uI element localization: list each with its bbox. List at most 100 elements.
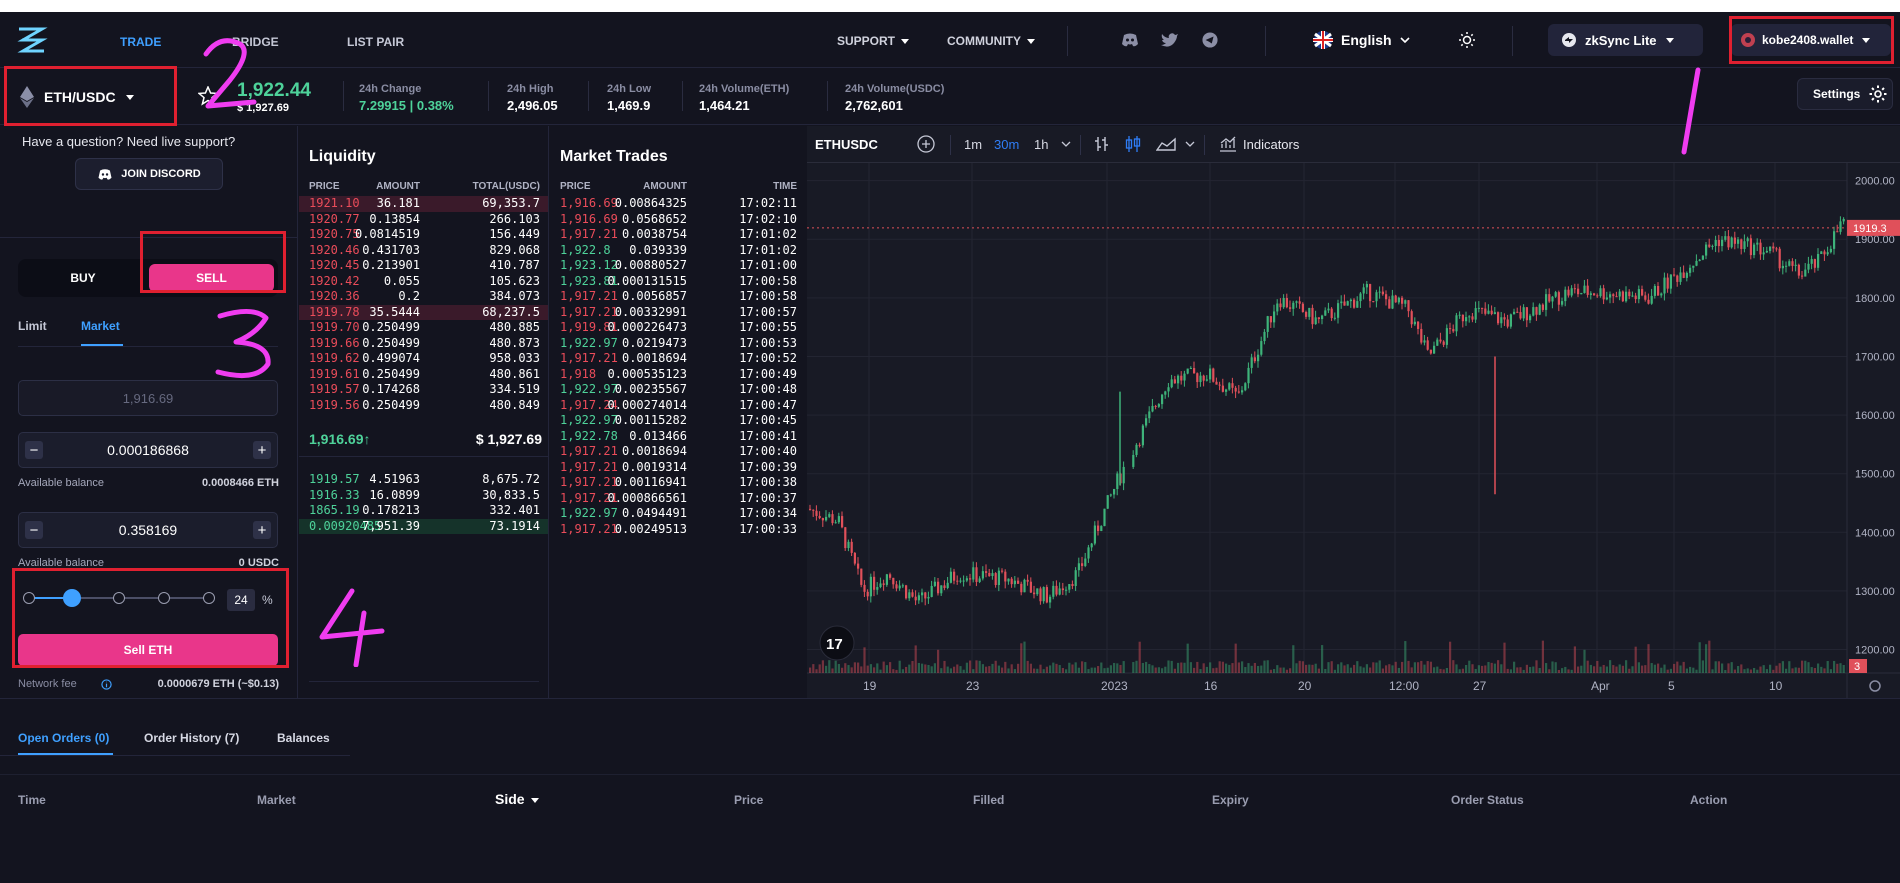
interval-1m[interactable]: 1m	[964, 136, 983, 152]
sell-eth-button[interactable]: Sell ETH	[18, 634, 278, 666]
interval-1h[interactable]: 1h	[1034, 136, 1049, 152]
book-row[interactable]: 0.00920485 7,951.39 73.1914	[299, 518, 548, 534]
amount-eth-value[interactable]: 0.000186868	[107, 442, 189, 458]
discord-icon[interactable]	[1121, 32, 1139, 48]
nav-list-pair[interactable]: LIST PAIR	[347, 35, 405, 49]
candle-body	[1167, 387, 1170, 392]
star-icon[interactable]	[198, 86, 218, 106]
book-row[interactable]: 1920.42 0.055 105.623	[299, 274, 548, 290]
increment-button[interactable]: +	[252, 441, 271, 459]
book-row[interactable]: 1919.78 35.5444 68,237.5	[299, 304, 548, 320]
area-style-icon[interactable]	[1156, 136, 1176, 152]
nav-bridge[interactable]: BRIDGE	[232, 35, 279, 49]
sell-tab[interactable]: SELL	[149, 264, 274, 292]
join-discord-button[interactable]: JOIN DISCORD	[75, 158, 223, 190]
volume-bar	[988, 666, 991, 673]
slider-step[interactable]	[23, 592, 35, 604]
book-row[interactable]: 1920.75 0.0814519 156.449	[299, 227, 548, 243]
price-chart[interactable]: ETHUSDC 1m 30m 1h Indicators 2000.00 1900…	[807, 126, 1900, 698]
pair-selector[interactable]: ETH/USDC	[8, 74, 178, 120]
book-row[interactable]: 1916.33 16.0899 30,833.5	[299, 488, 548, 504]
amount-usdc-value[interactable]: 0.358169	[118, 522, 178, 538]
volume-bar	[1413, 662, 1416, 673]
theme-toggle-icon[interactable]	[1458, 31, 1476, 49]
candle-body	[969, 578, 972, 580]
indicators-icon[interactable]	[1219, 136, 1237, 152]
info-icon[interactable]	[101, 679, 112, 690]
volume-bar	[1506, 668, 1509, 673]
chart-canvas[interactable]: 2000.00 1900.00 1800.00 1700.00 1600.00 1500.…	[807, 163, 1900, 698]
book-row[interactable]: 1919.66 0.250499 480.873	[299, 336, 548, 352]
chevron-down-icon[interactable]	[1185, 141, 1195, 147]
divider	[1512, 26, 1513, 56]
book-row[interactable]: 1919.70 0.250499 480.885	[299, 320, 548, 336]
trade-price: 1,923.12	[560, 258, 618, 272]
community-menu[interactable]: COMMUNITY	[947, 34, 1035, 48]
book-row[interactable]: 1919.57 0.174268 334.519	[299, 382, 548, 398]
book-row[interactable]: 1865.19 0.178213 332.401	[299, 503, 548, 519]
wallet-button[interactable]: kobe2408.wallet	[1731, 24, 1891, 56]
trade-amount: 0.0219473	[621, 335, 687, 350]
volume-bar	[844, 663, 847, 673]
network-selector[interactable]: zkSync Lite	[1548, 24, 1703, 56]
chevron-down-icon[interactable]	[1061, 141, 1071, 147]
interval-30m[interactable]: 30m	[994, 136, 1020, 152]
tab-order-history[interactable]: Order History (7)	[144, 731, 240, 745]
buy-tab[interactable]: BUY	[70, 271, 96, 285]
trade-time: 17:00:37	[739, 490, 797, 505]
book-row[interactable]: 1920.46 0.431703 829.068	[299, 243, 548, 259]
settings-button[interactable]: Settings	[1797, 78, 1893, 110]
amount-usdc-field[interactable]: − 0.358169 +	[18, 512, 278, 548]
book-row[interactable]: 1919.57 4.51963 8,675.72	[299, 472, 548, 488]
book-row[interactable]: 1921.10 36.181 69,353.7	[299, 196, 548, 212]
candle-body	[975, 567, 978, 582]
book-row[interactable]: 1919.56 0.250499 480.849	[299, 398, 548, 412]
logo-icon[interactable]	[14, 22, 50, 58]
add-symbol-icon[interactable]	[917, 135, 935, 153]
language-selector[interactable]: English	[1313, 31, 1410, 49]
amount-eth-field[interactable]: − 0.000186868 +	[18, 432, 278, 468]
decrement-button[interactable]: −	[25, 521, 43, 539]
candle-body	[1375, 292, 1378, 302]
book-row[interactable]: 1920.77 0.13854 266.103	[299, 212, 548, 228]
book-row[interactable]: 1919.61 0.250499 480.861	[299, 367, 548, 383]
tab-open-orders[interactable]: Open Orders (0)	[18, 731, 110, 745]
limit-tab[interactable]: Limit	[18, 319, 47, 333]
increment-button[interactable]: +	[253, 521, 271, 539]
indicators-button[interactable]: Indicators	[1243, 136, 1300, 152]
volume-bar	[1263, 660, 1266, 673]
slider-step[interactable]	[113, 592, 125, 604]
twitter-icon[interactable]	[1161, 32, 1179, 48]
market-tab[interactable]: Market	[81, 319, 120, 333]
chart-symbol[interactable]: ETHUSDC	[815, 136, 878, 152]
slider-step[interactable]	[203, 592, 215, 604]
nav-trade[interactable]: TRADE	[120, 35, 162, 68]
trade-amount: 0.000226473	[607, 320, 687, 334]
book-row[interactable]: 1920.36 0.2 384.073	[299, 289, 548, 305]
support-menu[interactable]: SUPPORT	[837, 34, 910, 48]
price-input[interactable]: 1,916.69	[18, 380, 278, 416]
volume-bar	[1746, 668, 1749, 673]
telegram-icon[interactable]	[1201, 32, 1219, 48]
volume-bar	[1490, 662, 1493, 673]
candle-body	[1116, 473, 1119, 490]
slider-handle[interactable]	[63, 589, 82, 607]
tab-balances[interactable]: Balances	[277, 731, 330, 745]
volume-bar	[953, 666, 956, 673]
volume-bar	[1253, 662, 1256, 673]
bar-style-icon[interactable]	[1094, 135, 1110, 153]
candle-body	[930, 585, 933, 597]
candles-style-icon[interactable]	[1125, 135, 1141, 153]
candle-body	[1225, 389, 1228, 392]
candle-body	[1381, 291, 1384, 295]
book-row[interactable]: 1920.45 0.213901 410.787	[299, 258, 548, 274]
side-filter[interactable]: Side	[495, 791, 539, 807]
slider-step[interactable]	[158, 592, 170, 604]
candle-body	[873, 576, 876, 590]
volume-bar	[889, 662, 892, 673]
percent-slider[interactable]	[23, 589, 215, 607]
book-row[interactable]: 1919.62 0.499074 958.033	[299, 351, 548, 367]
decrement-button[interactable]: −	[25, 441, 43, 459]
percent-input[interactable]: 24	[227, 589, 255, 611]
col-time: TIME	[773, 181, 797, 192]
